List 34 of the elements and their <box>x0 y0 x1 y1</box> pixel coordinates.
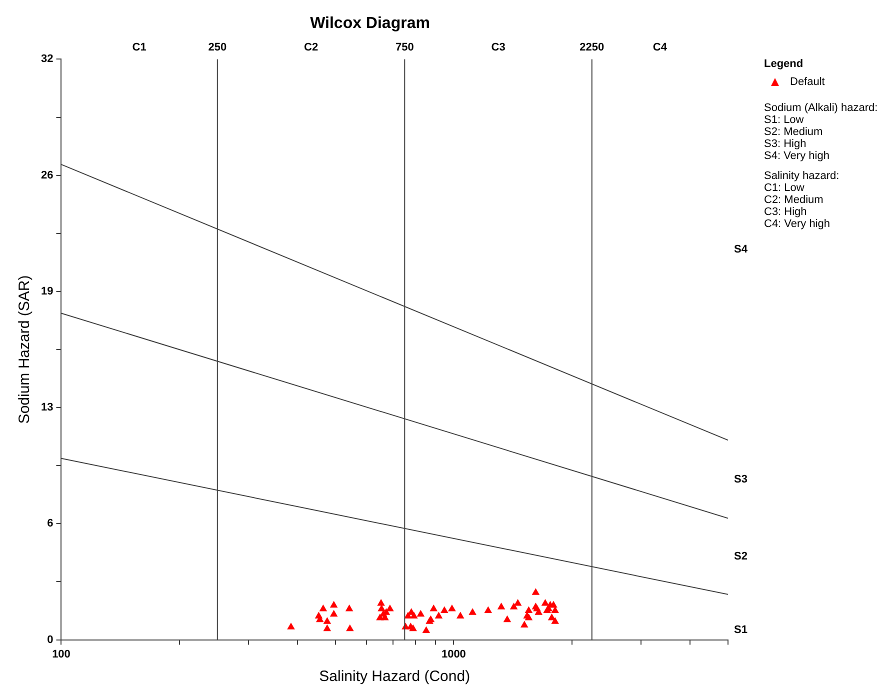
text: Salinity hazard: <box>764 170 840 182</box>
chart-title: Wilcox Diagram <box>310 15 430 32</box>
x-axis-title: Salinity Hazard (Cond) <box>319 668 470 686</box>
text: S1 <box>734 624 748 636</box>
text: C2: Medium <box>764 194 824 206</box>
y-tick-label: 32 <box>40 53 54 66</box>
text: C3: High <box>764 206 808 218</box>
text: C1: Low <box>764 182 806 194</box>
text: C2 <box>304 42 318 54</box>
text: S4: Very high <box>764 150 830 162</box>
y-tick-label: 0 <box>47 634 54 646</box>
y-tick-label: 26 <box>40 169 54 182</box>
ref-line-label: 2250 <box>580 42 604 54</box>
x-tick-label: 100 <box>52 648 70 660</box>
text: S3: High <box>764 138 808 150</box>
text: C1 <box>132 42 146 54</box>
text: S1: Low <box>764 114 805 126</box>
text: S4 <box>734 244 748 256</box>
text: Sodium (Alkali) hazard: <box>764 102 879 114</box>
text: C3 <box>491 42 506 54</box>
x-tick-label: 1000 <box>441 648 466 660</box>
y-tick-label: 13 <box>40 402 54 414</box>
text: S3 <box>734 473 748 486</box>
text: S2 <box>734 550 748 562</box>
ref-line-label: 250 <box>208 42 227 54</box>
y-tick-label: 6 <box>47 518 54 530</box>
ref-line-label: 750 <box>395 42 414 54</box>
text: C4 <box>652 42 668 54</box>
text: S2: Medium <box>764 126 824 138</box>
text: C4: Very high <box>764 218 832 230</box>
legend-label: Default <box>790 76 825 88</box>
y-tick-label: 19 <box>40 285 54 298</box>
legend-title: Legend <box>764 58 804 70</box>
y-axis-title: Sodium Hazard (SAR) <box>16 275 34 424</box>
